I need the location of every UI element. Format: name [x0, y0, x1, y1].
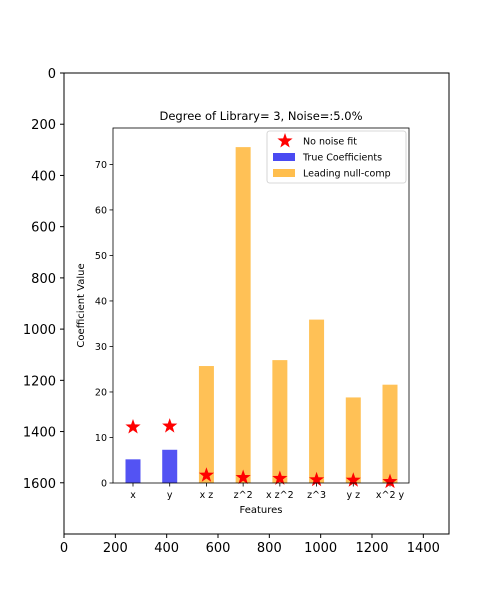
outer-x-tick-label: 1200 — [355, 541, 388, 556]
y-tick-label: 40 — [95, 296, 107, 307]
outer-x-tick-label: 400 — [154, 541, 179, 556]
outer-y-tick-label: 800 — [31, 272, 56, 287]
bar-leading-null-comp — [272, 360, 288, 483]
y-tick-label: 60 — [95, 205, 107, 216]
inner-bar-chart: 0 10 20 30 40 50 60 70 x y x z z^2 x z^2 z^3 y z x^2 y D… — [76, 109, 410, 516]
y-tick-label: 0 — [101, 479, 107, 490]
x-tick-label: x z^2 — [266, 490, 294, 501]
outer-x-tick-label: 1000 — [304, 541, 337, 556]
bar-leading-null-comp — [382, 384, 398, 483]
outer-axes-frame — [63, 72, 450, 535]
plot-frame — [112, 127, 410, 484]
legend: No noise fit True Coefficients Leading nul… — [266, 130, 407, 184]
bar-true-coefficients — [125, 459, 141, 483]
x-tick-label: y — [167, 490, 173, 501]
outer-y-tick-label: 200 — [31, 118, 56, 133]
legend-swatch — [273, 153, 295, 161]
legend-star-marker — [277, 133, 293, 148]
y-tick-label: 30 — [95, 342, 107, 353]
outer-y-tick-label: 600 — [31, 221, 56, 236]
x-tick-label: y z — [346, 490, 360, 501]
bar-leading-null-comp — [345, 397, 361, 483]
no-noise-fit-star-marker — [345, 472, 361, 487]
chart-title: Degree of Library= 3, Noise=:5.0% — [159, 109, 362, 123]
outer-y-tick-label: 1600 — [23, 477, 56, 492]
y-tick-label: 20 — [95, 387, 107, 398]
no-noise-fit-star-marker — [162, 418, 178, 433]
no-noise-fit-star-marker — [308, 471, 325, 487]
outer-y-tick-label: 1000 — [23, 323, 56, 338]
bar-leading-null-comp — [198, 366, 214, 483]
no-noise-fit-star-marker — [125, 419, 141, 434]
outer-x-tick-label: 800 — [257, 541, 282, 556]
bar-leading-null-comp — [235, 147, 251, 483]
y-tick-label: 70 — [95, 160, 107, 171]
legend-swatch — [273, 169, 295, 177]
outer-y-tick-label: 1200 — [23, 374, 56, 389]
legend-box — [266, 130, 407, 184]
no-noise-fit-star-marker — [198, 467, 215, 482]
x-tick-label: z^3 — [307, 490, 326, 501]
x-tick-label: x^2 y — [376, 490, 405, 501]
legend-label: Leading null-comp — [303, 169, 391, 180]
outer-x-tick-label: 1400 — [407, 541, 440, 556]
outer-x-tick-label: 600 — [206, 541, 231, 556]
y-tick-label: 50 — [95, 251, 107, 262]
outer-y-tick-label: 1400 — [23, 426, 56, 441]
outer-y-tick-label: 0 — [48, 67, 56, 82]
x-tick-label: z^2 — [234, 490, 253, 501]
outer-image-axes: 0 200 400 600 800 1000 1200 1400020040060080010… — [23, 67, 450, 556]
y-axis-label: Coefficient Value — [76, 263, 87, 347]
no-noise-fit-star-marker — [272, 470, 288, 485]
bar-leading-null-comp — [309, 319, 325, 483]
no-noise-fit-star-marker — [235, 469, 251, 485]
x-tick-label: x — [130, 490, 136, 501]
x-tick-label: x z — [200, 490, 214, 501]
outer-y-tick-label: 400 — [31, 169, 56, 184]
bar-true-coefficients — [162, 449, 178, 483]
outer-x-tick-label: 200 — [103, 541, 128, 556]
legend-label: True Coefficients — [302, 153, 382, 164]
x-axis-label: Features — [240, 505, 283, 516]
outer-x-tick-label: 0 — [60, 541, 68, 556]
legend-label: No noise fit — [303, 137, 357, 148]
no-noise-fit-star-marker — [382, 473, 398, 489]
y-tick-label: 10 — [95, 433, 107, 444]
